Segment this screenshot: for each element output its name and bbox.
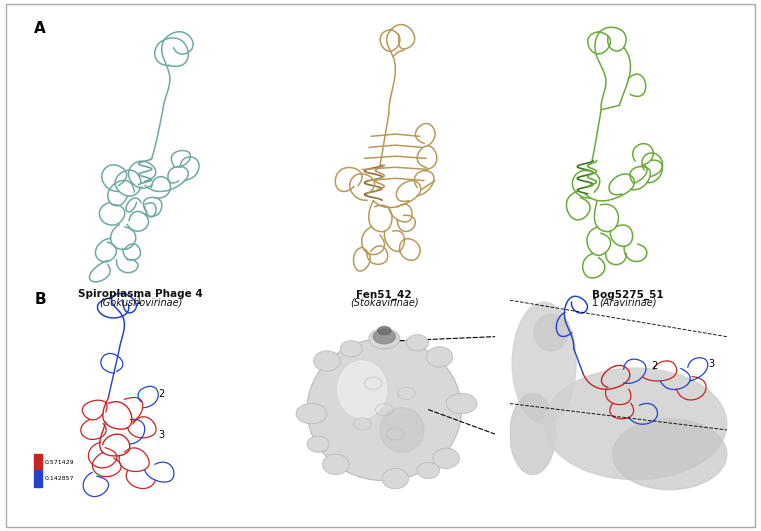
- Text: 1: 1: [592, 298, 598, 308]
- Ellipse shape: [296, 404, 327, 424]
- Ellipse shape: [307, 436, 329, 452]
- Ellipse shape: [323, 454, 349, 475]
- Circle shape: [307, 339, 461, 481]
- Ellipse shape: [510, 393, 556, 475]
- Text: 3: 3: [158, 430, 164, 440]
- Ellipse shape: [369, 329, 400, 349]
- Text: 3: 3: [708, 359, 715, 369]
- Ellipse shape: [373, 330, 396, 344]
- Text: (Aravirinae): (Aravirinae): [599, 297, 657, 307]
- Ellipse shape: [380, 408, 424, 452]
- Text: 1: 1: [136, 296, 142, 306]
- Text: (Gokushovirinae): (Gokushovirinae): [99, 297, 183, 307]
- Text: 2: 2: [158, 389, 164, 399]
- Text: 0.571429: 0.571429: [45, 460, 75, 465]
- Text: A: A: [34, 21, 46, 36]
- Text: 0.142857: 0.142857: [45, 476, 75, 481]
- Ellipse shape: [417, 463, 440, 478]
- Ellipse shape: [338, 361, 387, 418]
- Ellipse shape: [382, 468, 409, 489]
- Ellipse shape: [377, 327, 391, 335]
- Text: B: B: [34, 292, 46, 307]
- Bar: [33, 454, 42, 470]
- Bar: [33, 470, 42, 487]
- Text: Fen51_42: Fen51_42: [356, 289, 412, 299]
- Ellipse shape: [340, 341, 362, 357]
- Ellipse shape: [433, 448, 460, 468]
- Ellipse shape: [534, 314, 568, 351]
- Ellipse shape: [613, 419, 727, 490]
- Text: Spiroplasma Phage 4: Spiroplasma Phage 4: [78, 289, 203, 299]
- Ellipse shape: [314, 351, 340, 371]
- Text: (Stokavirinae): (Stokavirinae): [350, 297, 419, 307]
- Text: 2: 2: [651, 361, 658, 371]
- Text: Bog5275_51: Bog5275_51: [592, 289, 664, 299]
- Ellipse shape: [544, 368, 727, 479]
- Ellipse shape: [446, 393, 477, 414]
- Ellipse shape: [426, 347, 453, 367]
- Ellipse shape: [512, 302, 576, 424]
- Ellipse shape: [406, 335, 428, 351]
